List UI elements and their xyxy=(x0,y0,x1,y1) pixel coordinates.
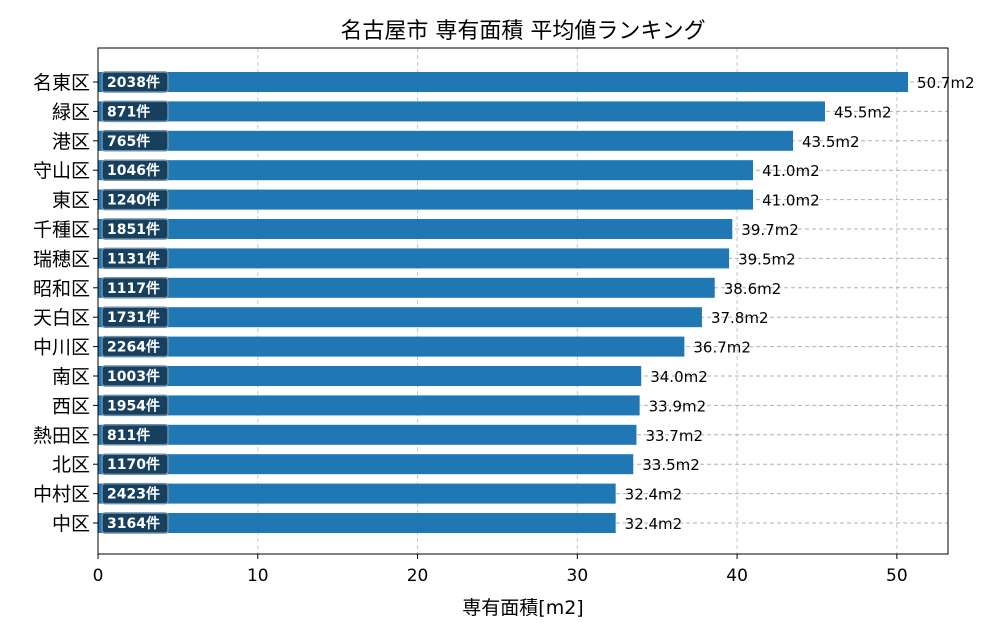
y-tick-label: 東区 xyxy=(52,190,90,212)
y-tick-label: 中川区 xyxy=(33,337,90,359)
bar xyxy=(98,454,634,475)
count-label: 1731件 xyxy=(107,309,160,326)
x-tick-label: 10 xyxy=(247,566,269,586)
bar xyxy=(98,513,616,533)
y-tick-label: 昭和区 xyxy=(33,278,90,300)
y-tick-label: 北区 xyxy=(52,454,90,476)
y-tick-label: 熱田区 xyxy=(33,425,90,447)
count-label: 2423件 xyxy=(107,486,160,503)
count-label: 1003件 xyxy=(107,368,160,385)
y-tick-label: 中区 xyxy=(52,513,90,535)
value-label: 33.9m2 xyxy=(649,397,707,415)
value-label: 50.7m2 xyxy=(917,74,975,92)
count-label: 1240件 xyxy=(107,192,160,209)
count-label: 811件 xyxy=(107,427,150,444)
value-labels: 50.7m2 45.5m2 43.5m2 41.0m2 41.0m2 39.7m2 39.5… xyxy=(625,74,975,533)
y-tick-label: 天白区 xyxy=(33,307,90,329)
count-badge xyxy=(101,247,169,270)
count-label: 1954件 xyxy=(107,397,160,414)
count-label: 1046件 xyxy=(107,162,160,179)
bar xyxy=(98,101,825,122)
value-label: 34.0m2 xyxy=(650,368,708,386)
y-tick-label: 中村区 xyxy=(33,484,90,506)
count-label: 1131件 xyxy=(107,250,160,267)
value-label: 33.5m2 xyxy=(642,456,700,474)
value-label: 41.0m2 xyxy=(762,162,820,180)
y-tick-label: 港区 xyxy=(52,131,90,153)
count-badge xyxy=(101,394,169,417)
y-tick-label: 南区 xyxy=(52,366,90,388)
count-badge xyxy=(101,306,169,328)
value-label: 32.4m2 xyxy=(625,515,683,533)
bar xyxy=(98,336,685,357)
count-badge xyxy=(101,365,169,387)
count-label: 1170件 xyxy=(107,456,160,473)
value-label: 33.7m2 xyxy=(645,427,703,445)
bar xyxy=(98,248,730,269)
count-label: 1851件 xyxy=(107,221,160,238)
bar xyxy=(98,424,637,445)
grid-lines xyxy=(97,48,948,554)
value-label: 39.7m2 xyxy=(741,221,799,239)
value-label: 36.7m2 xyxy=(693,339,751,357)
count-badge xyxy=(101,71,169,93)
y-tick-label: 名東区 xyxy=(33,72,90,94)
x-tick-label: 50 xyxy=(886,566,908,586)
plot-frame xyxy=(97,47,949,555)
count-badge xyxy=(101,277,169,299)
x-axis-label: 専有面積[m2] xyxy=(462,597,583,619)
count-badge xyxy=(101,482,169,505)
count-badge xyxy=(101,100,169,123)
count-label: 3164件 xyxy=(107,515,160,532)
value-label: 43.5m2 xyxy=(802,133,860,151)
count-badge xyxy=(101,159,169,181)
bar xyxy=(98,483,616,504)
value-label: 41.0m2 xyxy=(762,192,820,210)
bars xyxy=(98,72,909,533)
y-tick-label: 千種区 xyxy=(33,219,90,241)
value-label: 38.6m2 xyxy=(724,280,782,298)
bar xyxy=(98,130,794,151)
count-badge xyxy=(101,218,169,240)
x-tick-label: 20 xyxy=(407,566,429,586)
value-label: 37.8m2 xyxy=(711,309,769,327)
count-label: 1117件 xyxy=(107,280,160,297)
x-tick-label: 0 xyxy=(93,566,104,586)
bar xyxy=(98,395,640,416)
count-badge xyxy=(101,335,169,358)
count-badge xyxy=(101,130,169,152)
y-tick-label: 守山区 xyxy=(33,160,90,182)
value-label: 45.5m2 xyxy=(834,103,892,121)
bar xyxy=(98,160,754,181)
y-tick-labels: 名東区緑区港区守山区東区千種区瑞穂区昭和区天白区中川区南区西区熱田区北区中村区中… xyxy=(33,72,98,535)
y-tick-label: 瑞穂区 xyxy=(33,248,90,270)
x-tick-label: 30 xyxy=(567,566,589,586)
count-label: 2038件 xyxy=(107,74,160,91)
value-label: 32.4m2 xyxy=(625,486,683,504)
bar xyxy=(98,72,909,92)
bar xyxy=(98,189,754,210)
count-badge xyxy=(101,188,169,211)
chart-title: 名古屋市 専有面積 平均値ランキング xyxy=(340,19,705,44)
count-badges: 2038件 871件 765件 1046件 1240件 1851件 1131件 1117件 17… xyxy=(101,71,169,534)
bar xyxy=(98,219,733,239)
count-label: 871件 xyxy=(107,103,150,120)
value-label: 39.5m2 xyxy=(738,250,796,268)
y-tick-label: 西区 xyxy=(52,395,90,417)
bar xyxy=(98,307,702,328)
bar xyxy=(98,366,642,386)
count-label: 765件 xyxy=(107,133,150,150)
count-badge xyxy=(101,424,169,446)
count-badge xyxy=(101,453,169,475)
x-tick-label: 40 xyxy=(726,566,748,586)
x-tick-labels: 0 10 20 30 40 50 xyxy=(93,554,908,586)
count-label: 2264件 xyxy=(107,339,160,356)
y-tick-label: 緑区 xyxy=(52,101,90,123)
count-badge xyxy=(101,512,169,534)
bar xyxy=(98,277,715,298)
